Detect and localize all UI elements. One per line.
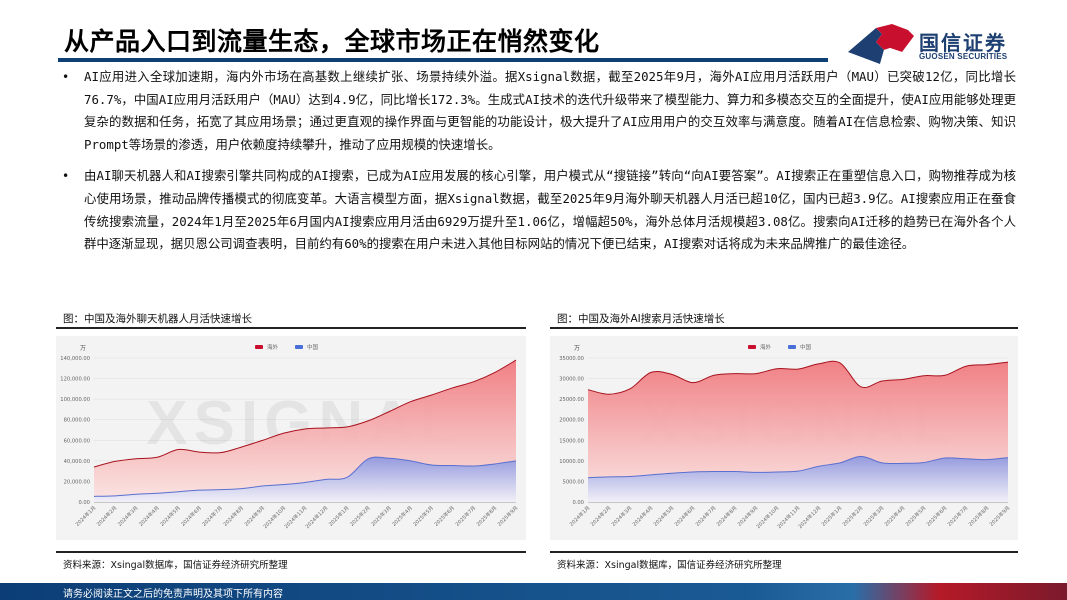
svg-text:2024年7月: 2024年7月 — [694, 504, 717, 527]
svg-text:0.00: 0.00 — [78, 500, 90, 506]
svg-text:80,000.00: 80,000.00 — [64, 418, 90, 424]
bullet-text: AI应用进入全球加速期，海内外市场在高基数上继续扩张、场景持续外溢。据Xsign… — [84, 69, 1016, 152]
bullet-marker: • — [62, 70, 70, 84]
footer-disclaimer: 请务必阅读正文之后的免责声明及其项下所有内容 — [63, 589, 283, 600]
svg-text:120,000.00: 120,000.00 — [60, 377, 90, 383]
svg-text:30000.00: 30000.00 — [559, 377, 584, 383]
chart-ai-search-mau: 万 0.00 5000.00 10000.00 15000.00 20000.00 2500… — [550, 336, 1018, 540]
svg-text:2024年12月: 2024年12月 — [304, 504, 330, 530]
svg-text:万: 万 — [80, 345, 86, 352]
figure-rule — [56, 327, 526, 329]
svg-text:2024年6月: 2024年6月 — [673, 504, 696, 527]
bullet-list: • AI应用进入全球加速期，海内外市场在高基数上继续扩张、场景持续外溢。据Xsi… — [58, 66, 1016, 265]
svg-text:35000.00: 35000.00 — [559, 356, 584, 362]
source-note-chatbot: 资料来源：Xsingal数据库，国信证券经济研究所整理 — [63, 560, 288, 571]
svg-text:2025年6月: 2025年6月 — [433, 504, 456, 527]
svg-text:2025年8月: 2025年8月 — [475, 504, 498, 527]
svg-text:2025年9月: 2025年9月 — [988, 504, 1011, 527]
figure-caption-ai-search: 图：中国及海外AI搜索月活快速增长 — [557, 313, 725, 325]
svg-text:60,000.00: 60,000.00 — [64, 438, 90, 444]
svg-text:40,000.00: 40,000.00 — [64, 459, 90, 465]
svg-text:2024年5月: 2024年5月 — [652, 504, 675, 527]
svg-text:2024年5月: 2024年5月 — [159, 504, 182, 527]
svg-text:20000.00: 20000.00 — [559, 418, 584, 424]
svg-text:海外: 海外 — [760, 343, 772, 351]
source-rule — [56, 551, 526, 553]
svg-text:2024年3月: 2024年3月 — [116, 504, 139, 527]
svg-text:2025年1月: 2025年1月 — [327, 504, 350, 527]
svg-text:10000.00: 10000.00 — [559, 459, 584, 465]
svg-text:2025年6月: 2025年6月 — [925, 504, 948, 527]
svg-text:25000.00: 25000.00 — [559, 397, 584, 403]
svg-text:2025年7月: 2025年7月 — [454, 504, 477, 527]
svg-text:2024年4月: 2024年4月 — [137, 504, 160, 527]
svg-text:2024年1月: 2024年1月 — [74, 504, 97, 527]
footer-bar: 请务必阅读正文之后的免责声明及其项下所有内容 — [0, 583, 1067, 600]
svg-text:100,000.00: 100,000.00 — [60, 397, 90, 403]
svg-text:2024年1月: 2024年1月 — [568, 504, 591, 527]
svg-text:2025年7月: 2025年7月 — [946, 504, 969, 527]
source-rule — [550, 551, 1018, 553]
bullet-text: 由AI聊天机器人和AI搜索引擎共同构成的AI搜索，已成为AI应用发展的核心引擎，… — [84, 168, 1016, 252]
svg-text:2025年1月: 2025年1月 — [820, 504, 843, 527]
title-underline — [58, 58, 828, 62]
logo-english: GUOSEN SECURITIES — [919, 52, 1008, 61]
svg-text:2025年4月: 2025年4月 — [391, 504, 414, 527]
bullet-item: • AI应用进入全球加速期，海内外市场在高基数上继续扩张、场景持续外溢。据Xsi… — [58, 66, 1016, 156]
guosen-logo: 国信证券 GUOSEN SECURITIES — [846, 22, 1026, 64]
svg-text:2025年2月: 2025年2月 — [348, 504, 371, 527]
svg-text:2025年5月: 2025年5月 — [412, 504, 435, 527]
area-chart-chatbot: 万 0.00 20,000.00 40,000.00 60,000.00 80,000.0… — [60, 343, 519, 530]
svg-text:2025年3月: 2025年3月 — [370, 504, 393, 527]
svg-text:2024年2月: 2024年2月 — [589, 504, 612, 527]
svg-text:海外: 海外 — [267, 343, 279, 351]
svg-text:15000.00: 15000.00 — [559, 438, 584, 444]
svg-text:20,000.00: 20,000.00 — [64, 479, 90, 485]
svg-text:万: 万 — [574, 345, 580, 352]
bullet-marker: • — [62, 169, 70, 184]
svg-text:2024年8月: 2024年8月 — [715, 504, 738, 527]
guosen-logo-icon — [848, 24, 914, 64]
svg-text:2025年4月: 2025年4月 — [883, 504, 906, 527]
svg-text:2024年2月: 2024年2月 — [95, 504, 118, 527]
svg-text:2024年4月: 2024年4月 — [631, 504, 654, 527]
svg-text:中国: 中国 — [307, 343, 319, 351]
page-title: 从产品入口到流量生态，全球市场正在悄然变化 — [64, 27, 600, 56]
svg-text:0.00: 0.00 — [572, 500, 584, 506]
svg-text:2025年5月: 2025年5月 — [904, 504, 927, 527]
bullet-item: • 由AI聊天机器人和AI搜索引擎共同构成的AI搜索，已成为AI应用发展的核心引… — [58, 165, 1016, 255]
svg-text:2024年12月: 2024年12月 — [797, 504, 823, 530]
svg-text:2024年8月: 2024年8月 — [222, 504, 245, 527]
area-chart-ai-search: 万 0.00 5000.00 10000.00 15000.00 20000.00 2500… — [559, 343, 1011, 530]
svg-text:5000.00: 5000.00 — [563, 479, 584, 485]
source-note-ai-search: 资料来源：Xsingal数据库，国信证券经济研究所整理 — [557, 560, 782, 571]
svg-text:2025年3月: 2025年3月 — [862, 504, 885, 527]
logo-chinese: 国信证券 — [919, 31, 1007, 55]
figure-caption-chatbot: 图：中国及海外聊天机器人月活快速增长 — [63, 313, 252, 325]
svg-text:2025年2月: 2025年2月 — [841, 504, 864, 527]
svg-text:140,000.00: 140,000.00 — [60, 356, 90, 362]
chart-chatbot-mau: 万 0.00 20,000.00 40,000.00 60,000.00 80,000.0… — [56, 336, 526, 540]
svg-text:2025年9月: 2025年9月 — [496, 504, 519, 527]
svg-text:2024年7月: 2024年7月 — [201, 504, 224, 527]
figure-rule — [550, 327, 1018, 329]
svg-text:2025年8月: 2025年8月 — [967, 504, 990, 527]
svg-text:2024年6月: 2024年6月 — [180, 504, 203, 527]
svg-text:中国: 中国 — [800, 343, 812, 351]
svg-text:2024年3月: 2024年3月 — [610, 504, 633, 527]
